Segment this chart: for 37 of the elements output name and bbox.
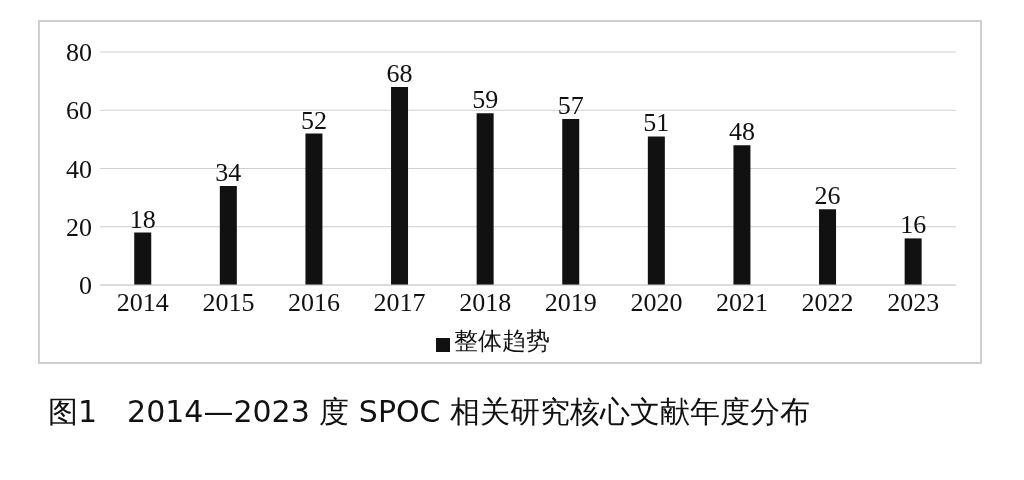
bar [904,238,922,285]
bar [134,232,152,285]
x-tick-label: 2018 [459,288,512,318]
x-tick-label: 2017 [373,288,426,318]
data-label: 51 [643,108,670,138]
x-tick-label: 2014 [116,288,169,318]
y-tick-label: 0 [79,271,92,301]
x-tick-label: 2016 [288,288,340,318]
y-tick-label: 80 [66,38,92,68]
data-label: 26 [814,181,841,211]
data-label: 16 [900,210,927,240]
x-tick-label: 2021 [716,288,768,318]
bar [647,136,665,285]
x-tick-label: 2020 [630,288,683,318]
y-tick-label: 40 [66,154,92,184]
data-label: 59 [472,85,499,115]
x-tick-label: 2019 [544,288,597,318]
bar [391,86,409,285]
data-label: 18 [129,204,156,234]
bar [219,185,237,285]
bar [819,209,837,285]
data-label: 68 [386,58,413,88]
text: 图1 2014—2023 度 SPOC 相关研究核心文献年度分布 [48,393,812,431]
data-label: 34 [215,157,242,187]
x-tick-label: 2023 [887,288,940,318]
data-label: 57 [557,90,584,120]
legend-label: 整体趋势 [454,327,550,355]
bar [733,145,751,285]
bar [562,118,580,285]
data-label: 48 [728,117,755,147]
bar [305,133,323,285]
x-tick-label: 2015 [202,288,255,318]
bar [476,113,494,285]
x-tick-label: 2022 [801,288,854,318]
y-tick-label: 60 [66,96,92,126]
data-label: 52 [300,105,327,135]
y-tick-label: 20 [66,212,92,242]
